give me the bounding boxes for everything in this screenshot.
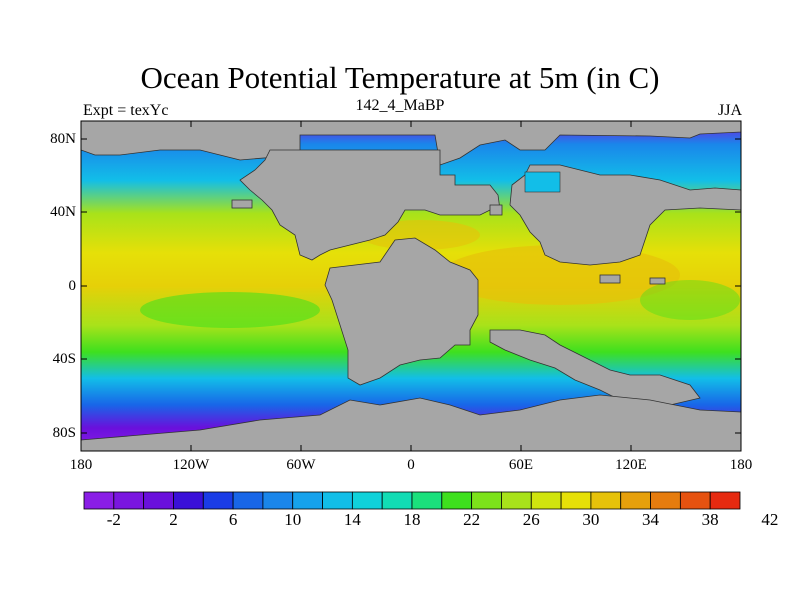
lat-label-0: 0 [68, 278, 77, 294]
lat-ticks [81, 138, 741, 434]
lon-label-120w: 120W [172, 457, 210, 473]
lon-label-120e: 120E [615, 457, 647, 473]
colorbar [83, 491, 741, 510]
colorbar-swatch [501, 491, 532, 510]
lon-label-180e: 180 [729, 457, 753, 473]
land-gondwana [324, 237, 479, 386]
lat-label-80n: 80N [50, 131, 76, 147]
east-green-band [640, 280, 740, 320]
colorbar-swatch [679, 491, 711, 510]
map-plot-area [81, 121, 741, 451]
lon-label-60e: 60E [508, 457, 534, 473]
colorbar-swatch [530, 491, 562, 510]
season-label: JJA [717, 102, 742, 119]
lon-ticks [190, 121, 632, 451]
inland-sea [524, 171, 561, 193]
map-title: Ocean Potential Temperature at 5m (in C) [140, 60, 660, 95]
colorbar-swatch [560, 491, 592, 510]
island [231, 199, 253, 209]
colorbar-label: 18 [403, 510, 421, 529]
colorbar-label: 6 [228, 510, 238, 529]
colorbar-swatch [232, 491, 264, 510]
colorbar-label: 10 [284, 510, 302, 529]
land-antarctica [81, 394, 741, 451]
colorbar-swatch [322, 491, 353, 510]
colorbar-swatch [590, 491, 622, 510]
colorbar-label: 42 [761, 510, 779, 529]
colorbar-label: 34 [642, 510, 660, 529]
colorbar-swatch [441, 491, 473, 510]
colorbar-swatch [411, 491, 443, 510]
colorbar-swatch [471, 491, 502, 510]
land-laurasia [239, 149, 501, 261]
colorbar-label: 2 [169, 510, 178, 529]
time-label: 142_4_MaBP [355, 97, 445, 114]
lon-label-0: 0 [407, 457, 415, 473]
land-asia [509, 164, 741, 266]
lon-label-60w: 60W [286, 457, 316, 473]
colorbar-swatch [143, 491, 174, 510]
land-australia [489, 329, 701, 406]
colorbar-swatch [351, 491, 383, 510]
colorbar-swatch [292, 491, 323, 510]
colorbar-label: 38 [701, 510, 719, 529]
lon-label-180w: 180 [69, 457, 93, 473]
colorbar-label: 26 [522, 510, 540, 529]
colorbar-swatch [381, 491, 413, 510]
colorbar-swatch [650, 491, 681, 510]
colorbar-label: -2 [106, 510, 121, 529]
equatorial-green-band [140, 292, 320, 328]
colorbar-swatch [262, 491, 294, 510]
colorbar-swatch [620, 491, 651, 510]
colorbar-label: 30 [582, 510, 600, 529]
lat-label-80s: 80S [52, 425, 76, 441]
island [489, 204, 503, 216]
colorbar-swatch [173, 491, 204, 510]
colorbar-swatch [113, 491, 145, 510]
island [599, 274, 621, 284]
land-north [81, 121, 741, 166]
colorbar-swatch [202, 491, 234, 510]
experiment-label: Expt = texYc [83, 102, 169, 119]
colorbar-swatch [709, 491, 741, 510]
island [649, 277, 666, 285]
lat-label-40s: 40S [52, 351, 76, 367]
colorbar-swatch [83, 491, 115, 510]
lat-label-40n: 40N [50, 204, 76, 220]
colorbar-label: 22 [463, 510, 481, 529]
colorbar-label: 14 [343, 510, 361, 529]
